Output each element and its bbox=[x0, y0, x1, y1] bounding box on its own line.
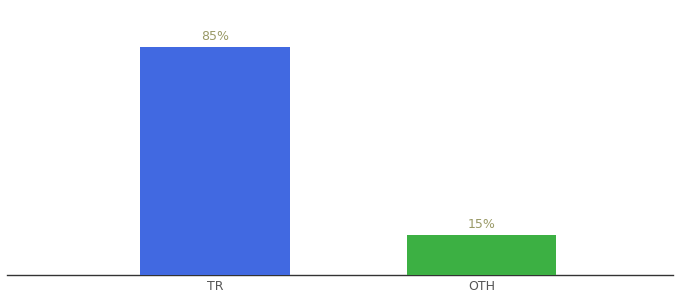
Text: 15%: 15% bbox=[468, 218, 496, 231]
Text: 85%: 85% bbox=[201, 30, 229, 43]
Bar bbox=[407, 235, 556, 275]
Bar bbox=[140, 47, 290, 275]
